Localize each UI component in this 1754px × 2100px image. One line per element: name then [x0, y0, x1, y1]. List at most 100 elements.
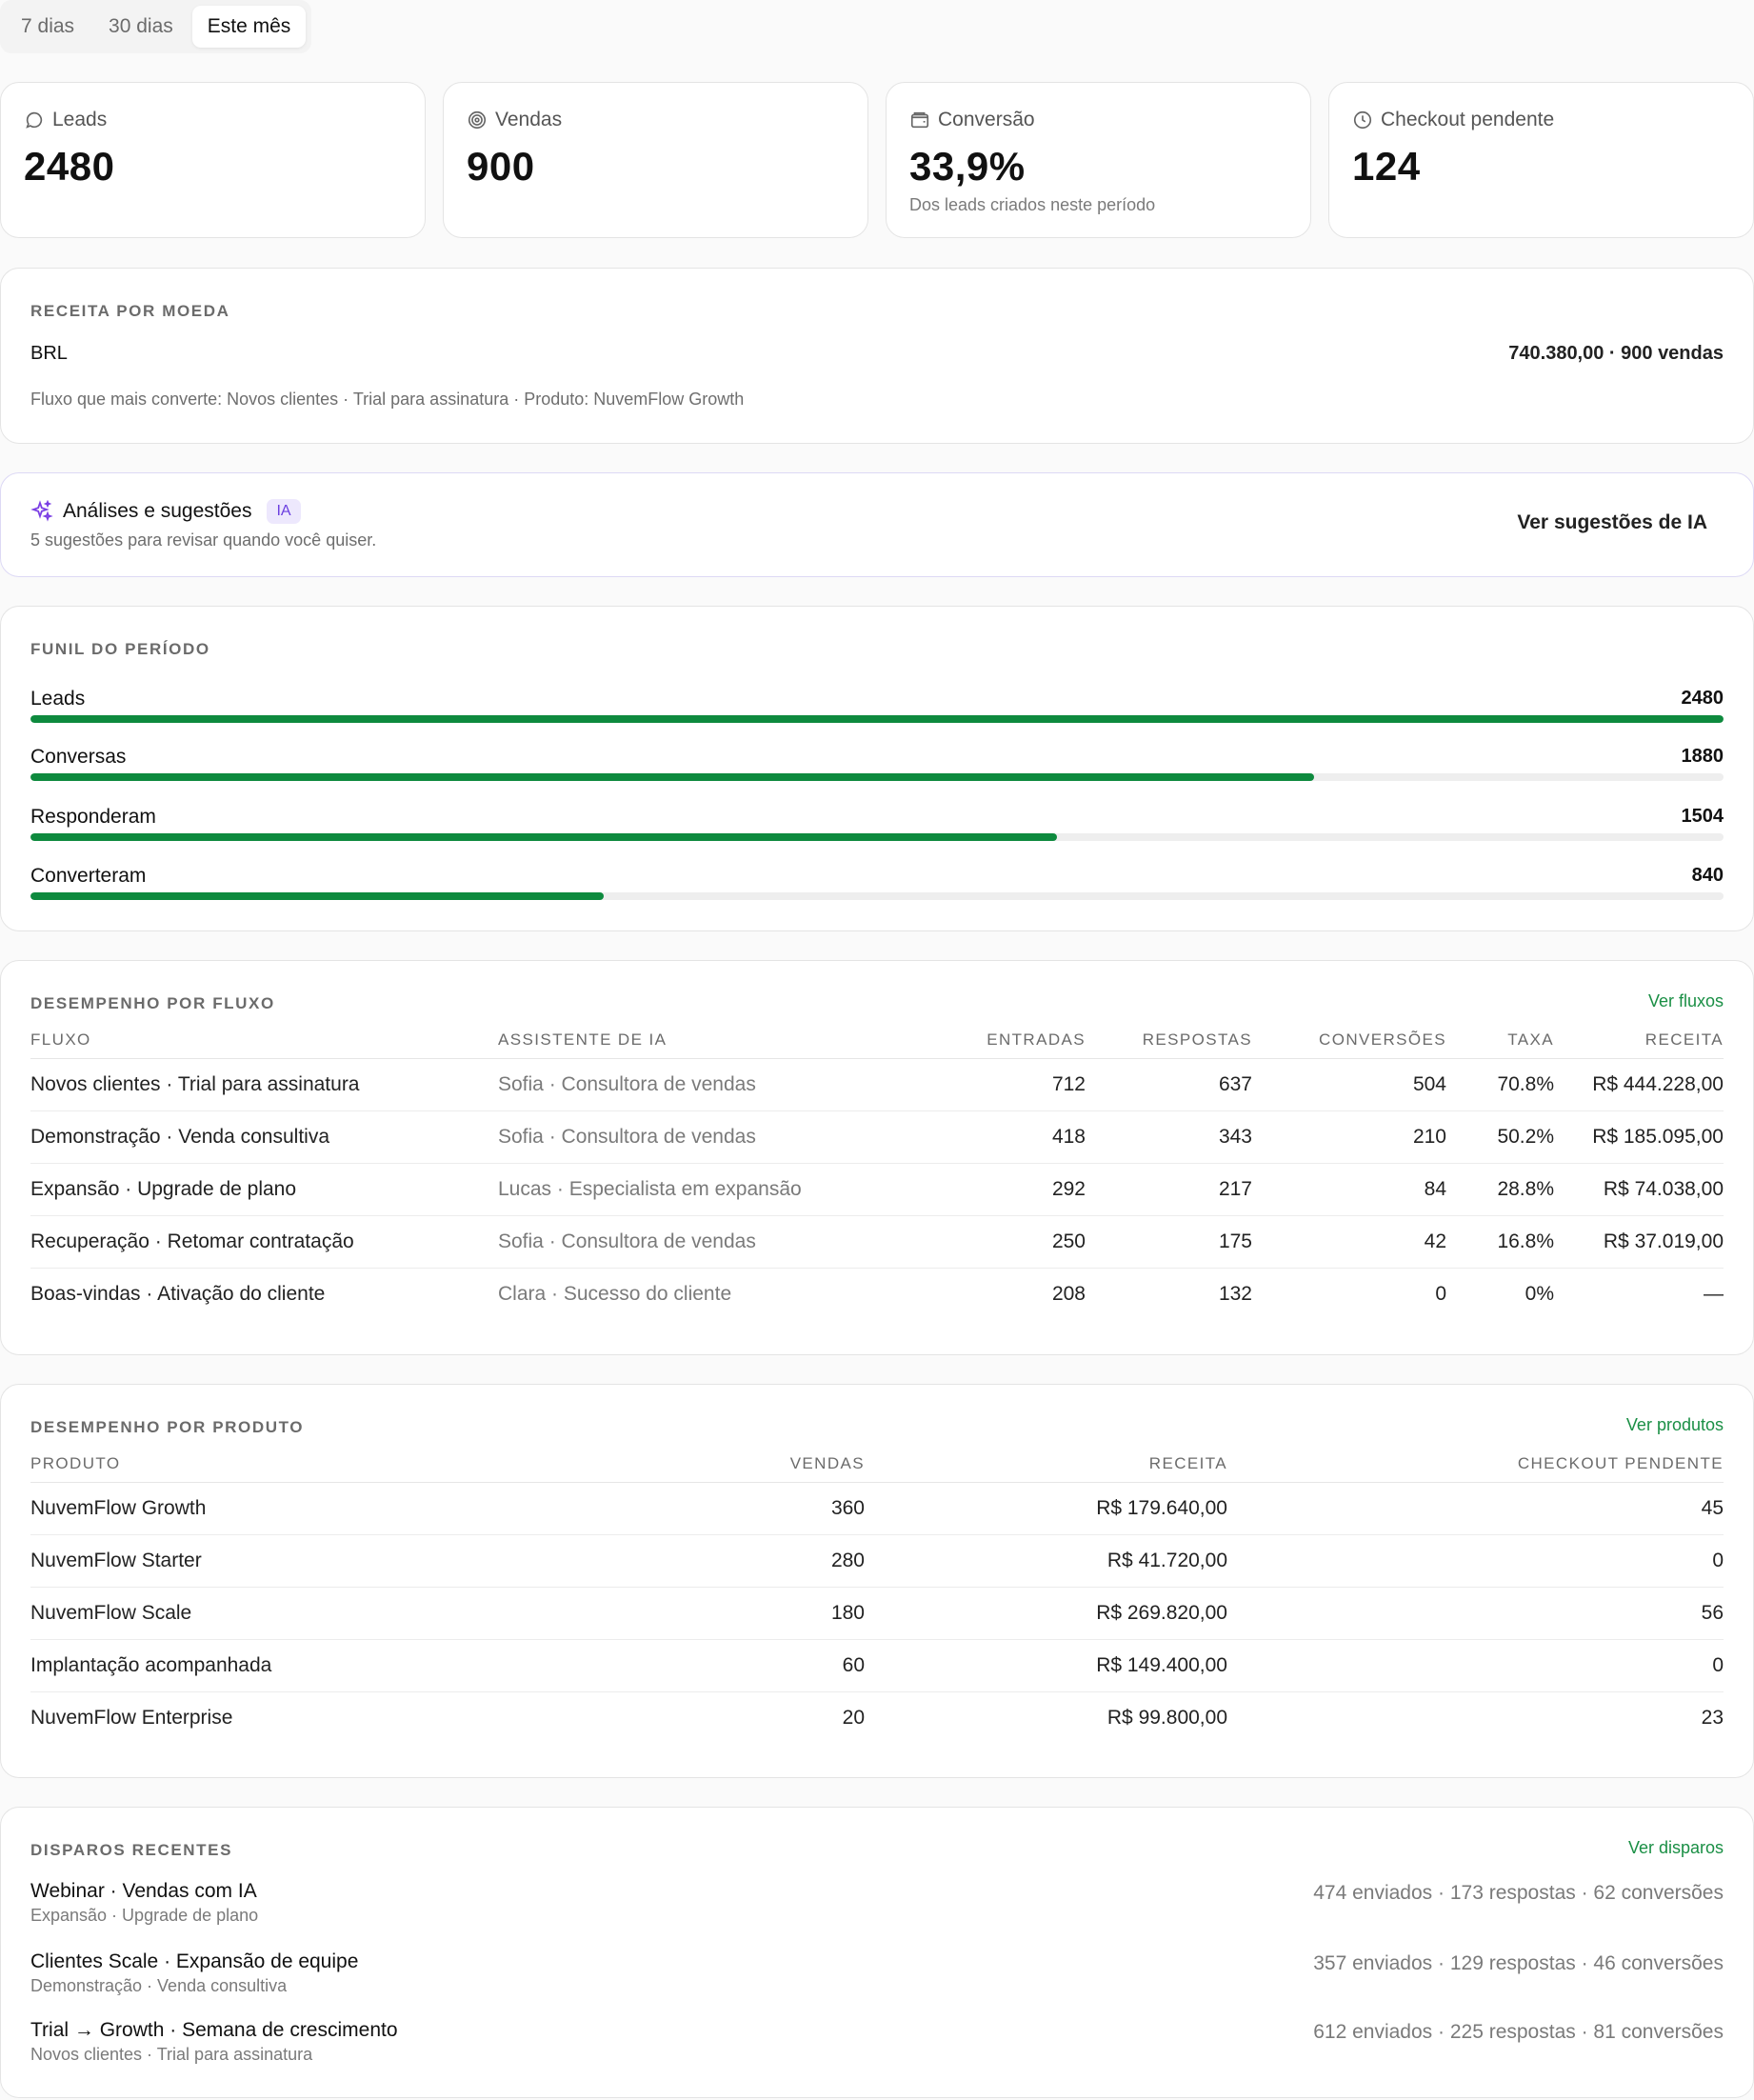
product-row[interactable]: NuvemFlow Starter 280 R$ 41.720,00 0: [30, 1534, 1724, 1588]
flow-name: Novos clientes · Trial para assinatura: [30, 1058, 498, 1111]
product-revenue: R$ 149.400,00: [865, 1639, 1227, 1692]
stat-card-conversao: Conversão 33,9% Dos leads criados neste …: [886, 82, 1311, 238]
revenue-line: BRL 740.380,00 · 900 vendas: [30, 343, 1724, 365]
funnel-step-track: [30, 833, 1724, 841]
stat-card-vendas: Vendas 900: [443, 82, 868, 238]
dispatch-flow: Novos clientes · Trial para assinatura: [30, 2045, 313, 2064]
view-dispatches-link[interactable]: Ver disparos: [1627, 1838, 1724, 1857]
product-row[interactable]: NuvemFlow Scale 180 R$ 269.820,00 56: [30, 1587, 1724, 1640]
flow-responses: 343: [1086, 1110, 1252, 1164]
flows-table: FLUXO ASSISTENTE DE IA ENTRADAS RESPOSTA…: [30, 1022, 1724, 1320]
flow-assistant: Sofia · Consultora de vendas: [498, 1215, 869, 1269]
funnel-step-bar: [30, 715, 1724, 723]
dispatch-item[interactable]: Webinar · Vendas com IA Expansão · Upgrad…: [30, 1880, 1724, 1937]
revenue-note: Fluxo que mais converte: Novos clientes …: [30, 390, 745, 409]
flow-entries: 712: [869, 1058, 1086, 1111]
flows-card: DESEMPENHO POR FLUXO Ver fluxos FLUXO AS…: [0, 960, 1754, 1355]
dispatch-item[interactable]: Trial → Growth · Semana de crescimento No…: [30, 2019, 1724, 2076]
flow-rate: 28.8%: [1446, 1163, 1554, 1216]
dispatches-title: DISPAROS RECENTES: [30, 1841, 233, 1859]
stats-row: Leads 2480 Vendas 900 Conversão 33,9% Do…: [0, 82, 1754, 238]
funnel-step-bar: [30, 892, 605, 900]
funnel-step-track: [30, 715, 1724, 723]
flow-entries: 292: [869, 1163, 1086, 1216]
flow-conversions: 42: [1252, 1215, 1446, 1269]
stat-value-leads: 2480: [24, 144, 115, 189]
stat-label-conversao: Conversão: [909, 108, 1287, 132]
flow-row[interactable]: Novos clientes · Trial para assinatura So…: [30, 1058, 1724, 1111]
flow-rate: 70.8%: [1446, 1058, 1554, 1111]
product-name: NuvemFlow Enterprise: [30, 1706, 233, 1729]
flow-conversions: 0: [1435, 1282, 1446, 1305]
col-receita: RECEITA: [1554, 1022, 1724, 1059]
tab-este-mes[interactable]: Este mês: [191, 6, 307, 48]
dispatches-card: DISPAROS RECENTES Ver disparos Webinar ·…: [0, 1807, 1754, 2098]
product-row[interactable]: Implantação acompanhada 60 R$ 149.400,00 0: [30, 1639, 1724, 1692]
flow-conversions: 210: [1252, 1110, 1446, 1164]
dispatch-name: Webinar · Vendas com IA: [30, 1880, 257, 1902]
product-sales: 20: [842, 1706, 865, 1729]
dispatch-name: Trial → Growth · Semana de crescimento: [30, 2019, 398, 2041]
funnel-step: Responderam 1504: [30, 806, 1724, 844]
product-checkout: 0: [1227, 1639, 1724, 1692]
ai-suggestions-card: Análises e sugestões IA 5 sugestões para…: [0, 472, 1754, 577]
col-conversoes: CONVERSÕES: [1252, 1022, 1446, 1059]
flows-title: DESEMPENHO POR FLUXO: [30, 994, 275, 1012]
col-entradas: ENTRADAS: [869, 1022, 1086, 1059]
col-fluxo: FLUXO: [30, 1022, 498, 1059]
funnel-step-track: [30, 773, 1724, 781]
flow-revenue: R$ 444.228,00: [1554, 1058, 1724, 1111]
dispatch-flow: Expansão · Upgrade de plano: [30, 1906, 259, 1925]
product-name: NuvemFlow Growth: [30, 1482, 697, 1535]
tab-30-dias[interactable]: 30 dias: [109, 15, 173, 37]
ai-title-row: Análises e sugestões IA: [30, 499, 301, 524]
stat-value-conversao: 33,9%: [909, 144, 1026, 189]
flow-revenue: R$ 37.019,00: [1554, 1215, 1724, 1269]
flow-rate: 0%: [1525, 1282, 1554, 1305]
flow-responses: 217: [1086, 1163, 1252, 1216]
stat-label-vendas: Vendas: [467, 108, 845, 132]
product-row[interactable]: NuvemFlow Growth 360 R$ 179.640,00 45: [30, 1482, 1724, 1535]
flow-name: Recuperação · Retomar contratação: [30, 1215, 498, 1269]
funnel-step-label: Responderam: [30, 806, 156, 828]
products-card: DESEMPENHO POR PRODUTO Ver produtos PROD…: [0, 1384, 1754, 1778]
tab-7-dias[interactable]: 7 dias: [21, 15, 75, 37]
dispatch-item[interactable]: Clientes Scale · Expansão de equipe Demon…: [30, 1950, 1724, 2008]
funnel-step-label: Conversas: [30, 746, 127, 768]
flow-row[interactable]: Demonstração · Venda consultiva Sofia · C…: [30, 1110, 1724, 1164]
col-respostas: RESPOSTAS: [1086, 1022, 1252, 1059]
product-row[interactable]: NuvemFlow Enterprise 20 R$ 99.800,00 23: [30, 1691, 1724, 1744]
flow-row[interactable]: Expansão · Upgrade de plano Lucas · Espec…: [30, 1163, 1724, 1216]
flow-name: Demonstração · Venda consultiva: [30, 1110, 498, 1164]
product-revenue: R$ 179.640,00: [865, 1482, 1227, 1535]
flow-entries: 208: [1051, 1282, 1086, 1305]
flow-row[interactable]: Recuperação · Retomar contratação Sofia ·…: [30, 1215, 1724, 1269]
funnel-step-value: 2480: [1681, 688, 1724, 709]
ai-badge: IA: [267, 499, 301, 524]
flow-row[interactable]: Boas-vindas · Ativação do cliente Clara ·…: [30, 1268, 1724, 1320]
funnel-step-bar: [30, 833, 1058, 841]
view-flows-link[interactable]: Ver fluxos: [1647, 991, 1724, 1010]
product-sales: 280: [697, 1534, 865, 1588]
revenue-currency: BRL: [30, 343, 68, 364]
funnel-card: FUNIL DO PERÍODO Leads 2480 Conversas 1880 R…: [0, 606, 1754, 931]
stat-sub-conversao: Dos leads criados neste período: [909, 195, 1156, 214]
view-products-link[interactable]: Ver produtos: [1625, 1415, 1724, 1434]
product-checkout: 0: [1227, 1534, 1724, 1588]
products-table: PRODUTO VENDAS RECEITA CHECKOUT PENDENTE…: [30, 1446, 1724, 1744]
revenue-card: RECEITA POR MOEDA BRL 740.380,00 · 900 v…: [0, 268, 1754, 444]
funnel-step-value: 1880: [1681, 746, 1724, 767]
product-name: NuvemFlow Scale: [30, 1587, 697, 1640]
stat-label-text: Conversão: [938, 109, 1035, 130]
flow-responses: 175: [1086, 1215, 1252, 1269]
sparkles-icon: [30, 500, 53, 522]
funnel-step: Converteram 840: [30, 865, 1724, 903]
funnel-step-label: Converteram: [30, 865, 147, 887]
dispatch-stats: 357 enviados · 129 respostas · 46 conver…: [1313, 1952, 1724, 1974]
funnel-step: Leads 2480: [30, 688, 1724, 726]
stat-value-checkout: 124: [1352, 144, 1421, 189]
funnel-step-bar: [30, 773, 1314, 781]
product-checkout: 45: [1227, 1482, 1724, 1535]
clock-icon: [1353, 110, 1372, 130]
view-ai-suggestions-button[interactable]: Ver sugestões de IA: [1517, 511, 1707, 533]
